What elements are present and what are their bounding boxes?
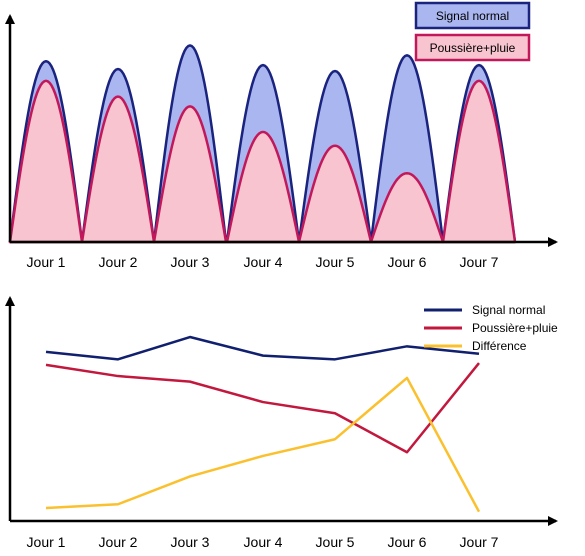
bottom-legend-item-signal-normal: Signal normal xyxy=(424,303,545,317)
bottom-x-tick-3: Jour 3 xyxy=(171,534,210,550)
bottom-x-tick-6: Jour 6 xyxy=(388,534,427,550)
top-hump-poussiere-pluie-2 xyxy=(80,95,156,244)
bottom-chart-lines xyxy=(45,335,481,513)
top-chart: Jour 1 Jour 2 Jour 3 Jour 4 Jour 5 Jour 6 Jour… xyxy=(4,1,558,270)
top-x-tick-3: Jour 3 xyxy=(171,254,210,270)
top-legend-swatch-signal-normal xyxy=(414,1,531,30)
bottom-line-signal-normal xyxy=(45,335,480,361)
bottom-legend-item-poussiere-pluie: Poussière+pluie xyxy=(424,321,558,335)
bottom-x-tick-labels: Jour 1 Jour 2 Jour 3 Jour 4 Jour 5 Jour 6 Jour… xyxy=(27,534,499,550)
top-x-tick-4: Jour 4 xyxy=(244,254,283,270)
bottom-chart: Jour 1 Jour 2 Jour 3 Jour 4 Jour 5 Jour 6 Jour… xyxy=(4,296,558,550)
top-chart-areas xyxy=(8,44,517,244)
top-legend-label-signal-normal: Signal normal xyxy=(436,9,509,23)
top-hump-poussiere-pluie-1 xyxy=(8,79,84,244)
top-hump-poussiere-pluie-5 xyxy=(297,144,373,244)
bottom-legend-label-difference: Différence xyxy=(472,339,527,353)
top-legend-item-poussiere-pluie: Poussière+pluie xyxy=(414,33,531,62)
top-legend-item-signal-normal: Signal normal xyxy=(414,1,531,30)
top-x-tick-1: Jour 1 xyxy=(27,254,66,270)
bottom-line-poussiere-pluie xyxy=(45,362,480,454)
top-legend-label-poussiere-pluie: Poussière+pluie xyxy=(430,41,516,55)
bottom-legend-item-difference: Différence xyxy=(424,339,527,353)
top-x-tick-2: Jour 2 xyxy=(99,254,138,270)
top-series-poussiere-pluie xyxy=(8,79,517,244)
top-x-tick-labels: Jour 1 Jour 2 Jour 3 Jour 4 Jour 5 Jour 6 Jour… xyxy=(27,254,499,270)
top-hump-poussiere-pluie-7 xyxy=(441,79,517,244)
top-legend: Signal normal Poussière+pluie xyxy=(414,1,531,62)
top-legend-swatch-poussiere-pluie xyxy=(414,33,531,62)
top-x-tick-7: Jour 7 xyxy=(460,254,499,270)
bottom-x-tick-5: Jour 5 xyxy=(316,534,355,550)
bottom-x-tick-1: Jour 1 xyxy=(27,534,66,550)
bottom-legend-label-signal-normal: Signal normal xyxy=(472,303,545,317)
bottom-x-tick-7: Jour 7 xyxy=(460,534,499,550)
top-hump-poussiere-pluie-3 xyxy=(152,105,228,244)
bottom-legend-label-poussiere-pluie: Poussière+pluie xyxy=(472,321,558,335)
bottom-x-tick-2: Jour 2 xyxy=(99,534,138,550)
top-hump-poussiere-pluie-6 xyxy=(369,171,445,244)
top-x-tick-6: Jour 6 xyxy=(388,254,427,270)
bottom-legend: Signal normal Poussière+pluie Différence xyxy=(424,303,558,353)
top-hump-poussiere-pluie-4 xyxy=(225,130,301,244)
bottom-line-difference xyxy=(45,376,481,513)
bottom-x-tick-4: Jour 4 xyxy=(244,534,283,550)
top-x-tick-5: Jour 5 xyxy=(316,254,355,270)
